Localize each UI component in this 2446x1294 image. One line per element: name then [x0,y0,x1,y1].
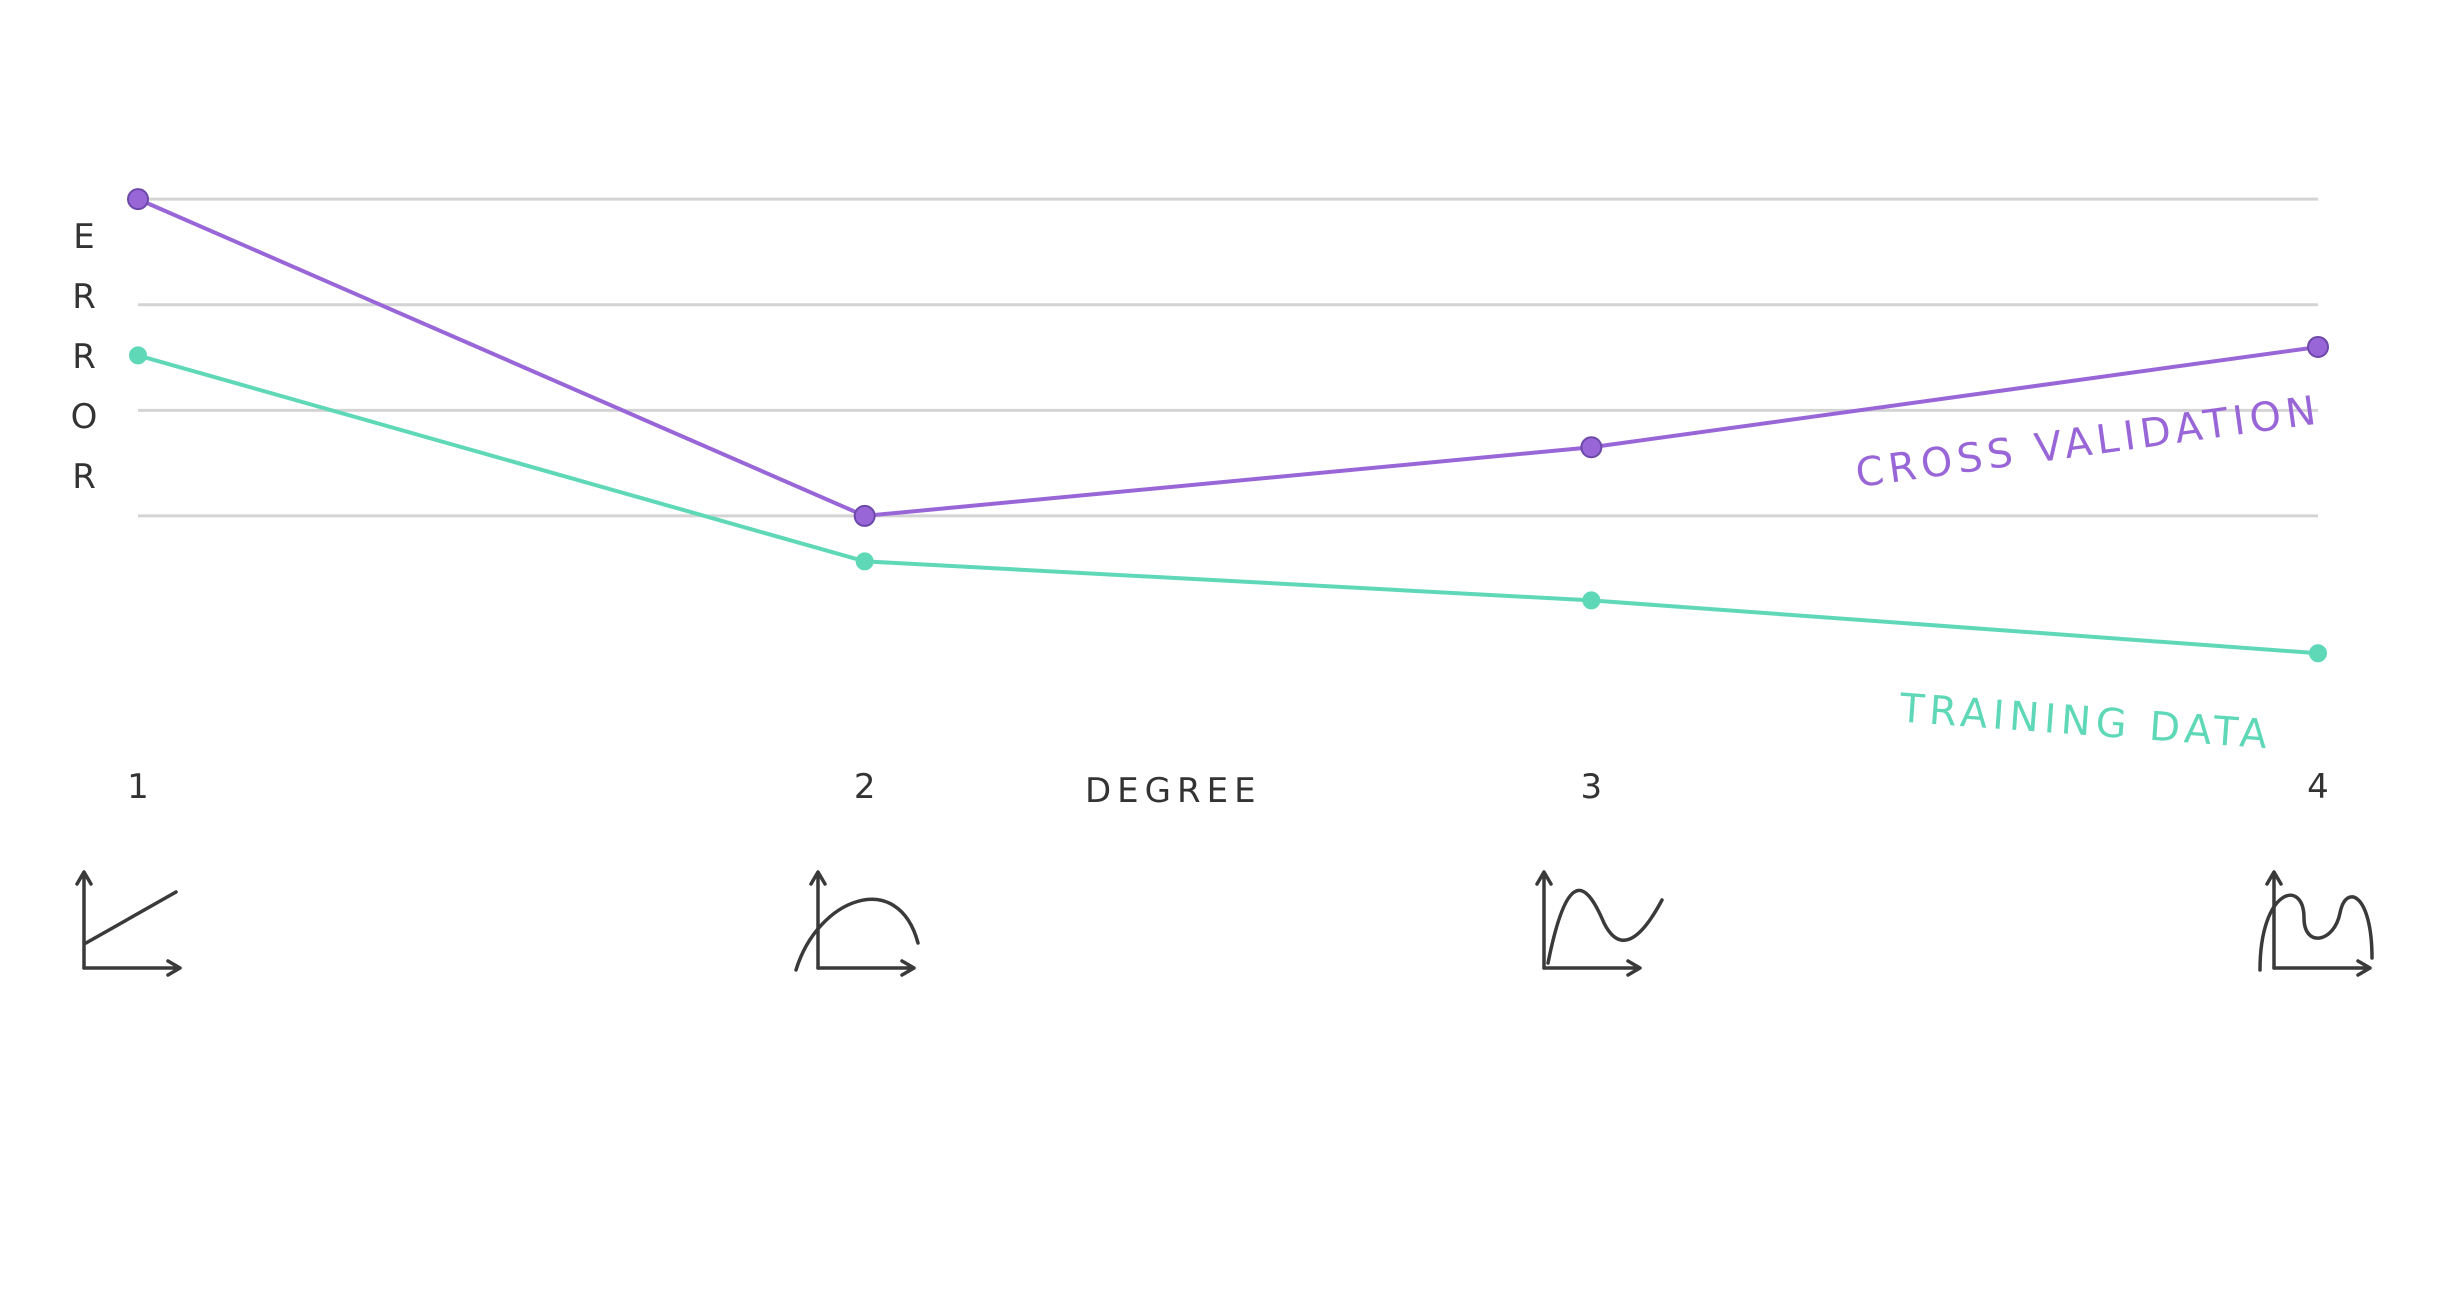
cross-validation-point [853,504,876,527]
x-tick-label: 2 [854,767,876,807]
cross-validation-point [2307,335,2329,358]
x-tick-label: 3 [1581,767,1603,807]
y-axis-label-letter: R [72,457,96,497]
training-data-point [855,552,874,571]
y-axis-label-letter: R [72,277,96,317]
x-axis-label: DEGREE [1085,771,1262,811]
y-axis-label-letter: O [71,397,98,437]
training-data-line [137,353,2319,656]
cross-validation-label: CROSS VALIDATION [1853,387,2324,497]
linear-curve-icon [75,870,182,977]
cross-validation-point [1580,436,1603,459]
labels-layer: CROSS VALIDATION TRAINING DATA 1 2 3 4 [127,387,2329,807]
training-data-point [1582,591,1601,610]
degree-icons [75,870,2374,977]
quadratic-curve-icon [794,870,920,977]
x-tick-label: 1 [127,767,149,807]
series-layer [127,188,2329,663]
cross-validation-line [137,197,2319,518]
quartic-curve-icon [2258,870,2374,977]
training-data-point [129,346,147,365]
x-tick-label: 4 [2307,767,2329,807]
cubic-curve-icon [1535,870,1664,977]
gridlines [138,197,2318,518]
y-axis-label-letter: E [73,217,94,257]
training-data-point [2309,644,2327,663]
training-data-label: TRAINING DATA [1897,685,2274,758]
y-axis-label-letter: R [72,337,96,377]
cross-validation-point [127,188,149,211]
